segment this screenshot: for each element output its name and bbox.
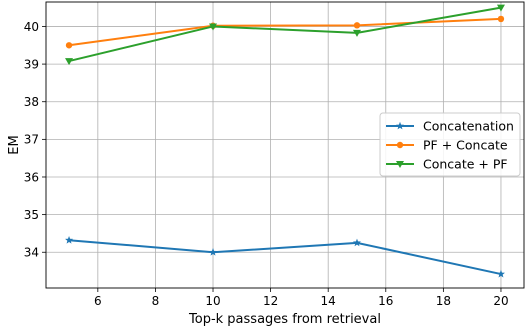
legend-label: Concate + PF	[423, 157, 508, 172]
series-pf-concate	[65, 15, 505, 49]
data-point-concate-pf	[209, 23, 218, 31]
x-tick-label: 20	[493, 294, 508, 308]
x-tick-label: 14	[321, 294, 336, 308]
x-tick-label: 18	[436, 294, 451, 308]
series-concate-pf	[65, 4, 505, 66]
legend-box	[379, 112, 521, 177]
series-line-concatenation	[68, 239, 502, 276]
plot-frame	[45, 1, 525, 289]
x-tick-label: 6	[94, 294, 102, 308]
y-tick-label: 39	[24, 57, 39, 71]
legend-item: Concatenation	[386, 119, 514, 134]
data-point-pf-concate	[497, 15, 505, 23]
data-point-concatenation	[496, 269, 505, 278]
series-concatenation	[65, 236, 505, 278]
y-tick-label: 35	[24, 208, 39, 222]
data-point-concatenation	[65, 236, 74, 244]
data-point-concatenation	[352, 238, 361, 247]
legend-item: PF + Concate	[386, 138, 508, 153]
y-tick-label: 34	[24, 246, 39, 260]
legend: Concatenation PF + Concate Concate + PF	[379, 112, 521, 177]
x-tick-label: 8	[152, 294, 160, 308]
data-point-concate-pf	[65, 58, 74, 66]
x-tick-label: 16	[378, 294, 393, 308]
legend-label: PF + Concate	[423, 138, 508, 153]
data-point-concate-pf	[496, 4, 505, 12]
x-axis: 6 8 10 12 14 16 18 20	[94, 288, 509, 308]
x-axis-label: Top-k passages from retrieval	[188, 312, 381, 327]
y-tick-label: 38	[24, 95, 39, 109]
legend-item: Concate + PF	[386, 157, 508, 172]
legend-marker	[396, 121, 404, 130]
legend-marker	[396, 141, 404, 149]
series-line-concate-pf	[68, 6, 502, 63]
x-tick-label: 12	[263, 294, 278, 308]
data-point-pf-concate	[65, 42, 73, 49]
legend-marker	[396, 161, 404, 168]
y-axis-label: EM	[7, 135, 22, 154]
x-tick-label: 10	[205, 294, 220, 308]
y-tick-label: 40	[24, 20, 39, 34]
series-layer	[65, 4, 505, 278]
y-tick-label: 36	[24, 170, 39, 184]
series-line-pf-concate	[68, 17, 502, 47]
y-axis: 34 35 36 37 38 39 40	[24, 20, 46, 260]
data-point-concatenation	[209, 248, 218, 256]
y-tick-label: 37	[24, 133, 39, 147]
legend-label: Concatenation	[423, 119, 514, 134]
data-point-pf-concate	[353, 22, 361, 29]
data-point-concate-pf	[352, 29, 361, 37]
